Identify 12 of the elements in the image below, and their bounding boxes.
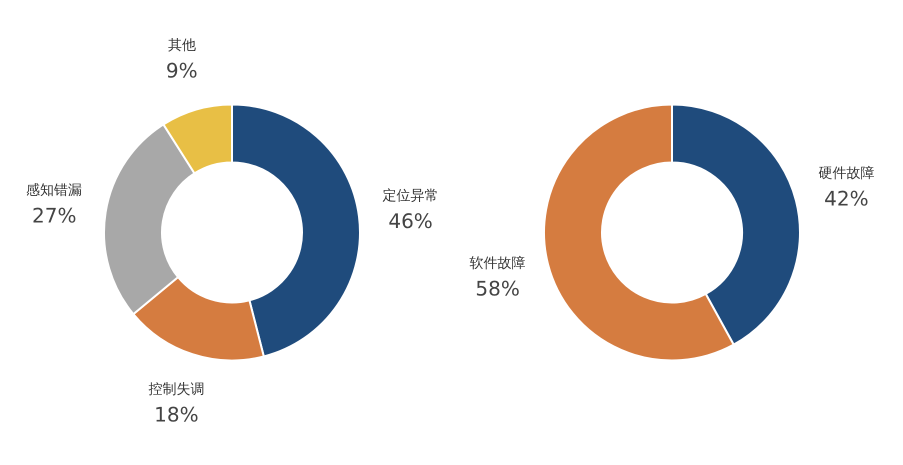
slice-label: 感知错漏	[26, 182, 82, 198]
data-label: 27%	[32, 203, 76, 228]
slice-label: 硬件故障	[818, 166, 874, 182]
slice-label: 控制失调	[148, 382, 204, 398]
data-label: 42%	[824, 186, 869, 211]
data-label: 58%	[475, 276, 520, 300]
data-label: 9%	[166, 58, 198, 83]
data-label: 18%	[154, 402, 199, 427]
slice-label: 定位异常	[382, 188, 439, 204]
slice-label: 其他	[168, 38, 196, 54]
data-label: 46%	[388, 208, 433, 233]
slice-label: 软件故障	[470, 255, 526, 272]
